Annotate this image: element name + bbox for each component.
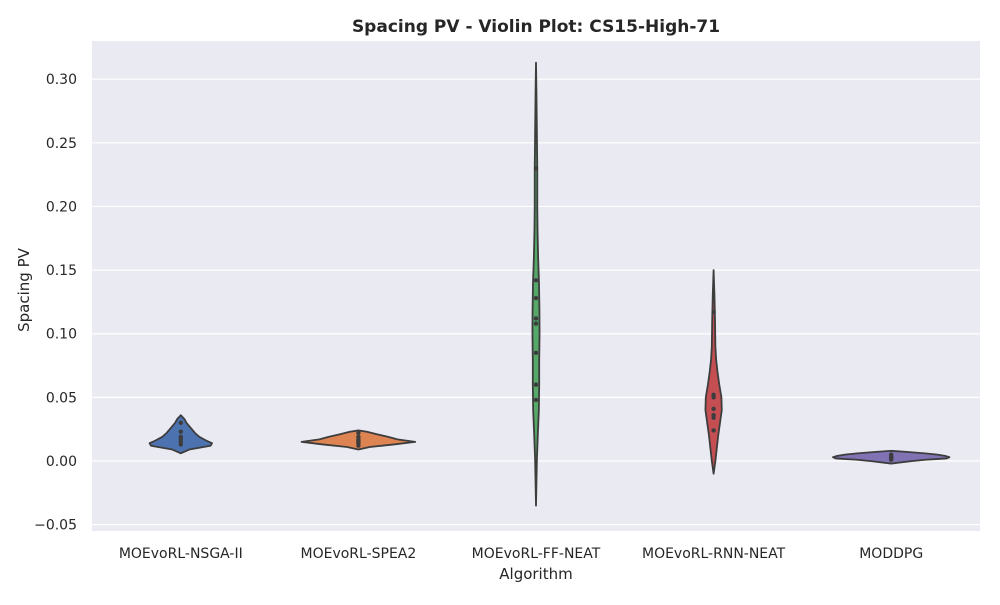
- violin-1: [148, 414, 213, 455]
- data-point: [178, 434, 183, 440]
- y-tick-label: 0.25: [46, 136, 77, 152]
- y-tick-label: 0.15: [46, 263, 77, 279]
- y-tick-label: 0.05: [46, 390, 77, 406]
- chart-title: Spacing PV - Violin Plot: CS15-High-71: [352, 17, 720, 37]
- y-tick-label: 0.00: [46, 454, 77, 470]
- y-tick-label: 0.20: [46, 199, 77, 215]
- violin-3: [531, 61, 541, 507]
- data-point: [533, 397, 539, 403]
- x-tick-label: MOEvoRL-RNN-NEAT: [642, 546, 786, 562]
- violin-body: [148, 414, 213, 455]
- data-point: [711, 392, 716, 398]
- data-point: [356, 434, 361, 440]
- x-axis-label: Algorithm: [499, 565, 572, 583]
- data-point: [533, 295, 539, 301]
- violin-5: [832, 449, 951, 465]
- x-tick-label: MODDPG: [859, 546, 923, 562]
- x-tick-label: MOEvoRL-NSGA-II: [119, 546, 243, 562]
- data-point: [711, 406, 716, 412]
- data-point: [533, 321, 539, 326]
- data-point: [533, 350, 539, 356]
- y-tick-label: 0.30: [46, 72, 77, 88]
- y-tick-label: 0.10: [46, 327, 77, 343]
- data-point: [711, 428, 716, 433]
- violin-body: [704, 269, 723, 475]
- data-point: [533, 316, 539, 321]
- y-tick-label: −0.05: [34, 518, 77, 534]
- data-point: [356, 430, 361, 436]
- violins: [148, 61, 951, 507]
- y-axis-label: Spacing PV: [15, 247, 33, 331]
- violin-4: [704, 269, 723, 475]
- data-point: [533, 382, 539, 387]
- data-point: [711, 309, 716, 315]
- x-tick-label: MOEvoRL-SPEA2: [301, 546, 417, 562]
- data-point: [533, 166, 539, 171]
- data-point: [711, 412, 716, 418]
- x-tick-labels: MOEvoRL-NSGA-II MOEvoRL-SPEA2 MOEvoRL-FF-N…: [119, 546, 923, 562]
- y-tick-labels: −0.05 0.00 0.05 0.10 0.15 0.20 0.25 0.30: [34, 72, 77, 533]
- violin-body: [531, 61, 541, 507]
- x-tick-label: MOEvoRL-FF-NEAT: [472, 546, 601, 562]
- data-point: [178, 429, 183, 434]
- data-point: [889, 452, 894, 457]
- data-point: [533, 278, 539, 283]
- violin-2: [300, 429, 417, 451]
- data-point: [178, 420, 183, 426]
